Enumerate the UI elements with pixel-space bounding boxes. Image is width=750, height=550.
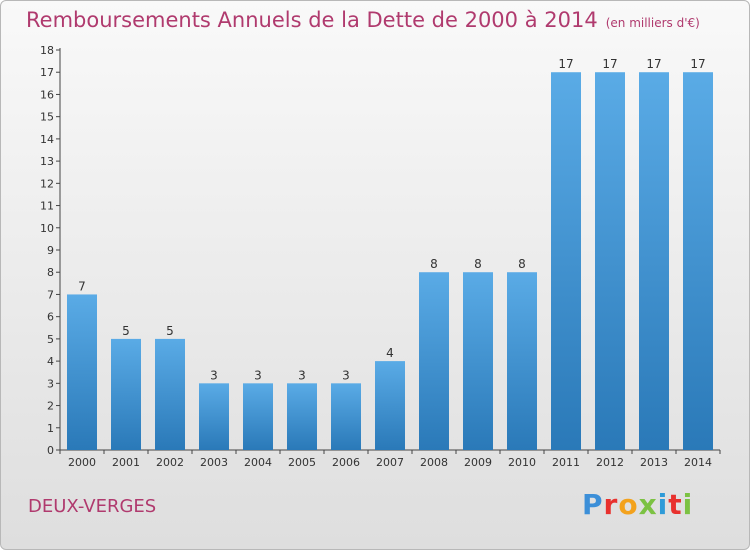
x-tick-label: 2003 xyxy=(200,456,228,469)
chart-title-text: Remboursements Annuels de la Dette de 20… xyxy=(26,8,598,32)
bar-2002 xyxy=(155,338,185,450)
bar-2000 xyxy=(67,294,97,450)
x-tick-label: 2011 xyxy=(552,456,580,469)
data-label-2009: 8 xyxy=(474,257,482,271)
y-tick-label: 6 xyxy=(47,311,54,324)
bar-2005 xyxy=(287,383,317,450)
bar-2009 xyxy=(463,272,493,450)
data-label-2013: 17 xyxy=(646,57,661,71)
y-tick-label: 8 xyxy=(47,266,54,279)
y-tick-label: 2 xyxy=(47,400,54,413)
y-tick-label: 18 xyxy=(40,44,54,57)
bar-2006 xyxy=(331,383,361,450)
y-tick-label: 17 xyxy=(40,66,54,79)
y-tick-label: 0 xyxy=(47,444,54,457)
x-tick-label: 2004 xyxy=(244,456,272,469)
logo-letter: t xyxy=(668,488,683,521)
logo-letter: i xyxy=(682,488,694,521)
x-tick-label: 2014 xyxy=(684,456,712,469)
bar-2004 xyxy=(243,383,273,450)
bar-2013 xyxy=(639,72,669,450)
logo-letter: x xyxy=(638,488,658,521)
x-tick-label: 2005 xyxy=(288,456,316,469)
bar-2012 xyxy=(595,72,625,450)
x-tick-label: 2008 xyxy=(420,456,448,469)
bar-2010 xyxy=(507,272,537,450)
proxiti-logo: Proxiti xyxy=(582,488,693,521)
y-tick-label: 9 xyxy=(47,244,54,257)
data-label-2002: 5 xyxy=(166,324,174,338)
chart-title: Remboursements Annuels de la Dette de 20… xyxy=(26,8,700,32)
commune-name: DEUX-VERGES xyxy=(28,496,157,517)
data-label-2003: 3 xyxy=(210,368,218,382)
bar-2003 xyxy=(199,383,229,450)
data-label-2001: 5 xyxy=(122,324,130,338)
y-tick-label: 10 xyxy=(40,222,54,235)
bar-2011 xyxy=(551,72,581,450)
chart-bars xyxy=(67,72,713,450)
y-tick-label: 12 xyxy=(40,177,54,190)
y-tick-label: 5 xyxy=(47,333,54,346)
x-tick-label: 2001 xyxy=(112,456,140,469)
x-tick-label: 2006 xyxy=(332,456,360,469)
x-tick-label: 2000 xyxy=(68,456,96,469)
logo-letter: r xyxy=(603,488,619,521)
x-tick-label: 2007 xyxy=(376,456,404,469)
y-tick-label: 13 xyxy=(40,155,54,168)
y-tick-label: 14 xyxy=(40,133,54,146)
x-tick-label: 2009 xyxy=(464,456,492,469)
bar-2001 xyxy=(111,338,141,450)
data-label-2010: 8 xyxy=(518,257,526,271)
y-tick-label: 4 xyxy=(47,355,54,368)
data-label-2000: 7 xyxy=(78,279,86,293)
data-label-2004: 3 xyxy=(254,368,262,382)
data-label-2011: 17 xyxy=(558,57,573,71)
y-tick-label: 11 xyxy=(40,200,54,213)
y-tick-label: 15 xyxy=(40,111,54,124)
y-tick-label: 1 xyxy=(47,422,54,435)
logo-letter: i xyxy=(657,488,669,521)
data-label-2005: 3 xyxy=(298,368,306,382)
y-tick-label: 3 xyxy=(47,377,54,390)
bar-2014 xyxy=(683,72,713,450)
chart-subtitle: (en milliers d'€) xyxy=(605,16,700,30)
bar-2008 xyxy=(419,272,449,450)
bar-2007 xyxy=(375,361,405,450)
data-label-2008: 8 xyxy=(430,257,438,271)
logo-letter: o xyxy=(618,488,639,521)
logo-letter: P xyxy=(582,488,604,521)
data-label-2014: 17 xyxy=(690,57,705,71)
chart-data-labels: 7 5 5 3 3 3 3 4 8 8 8 17 17 17 17 xyxy=(78,57,705,382)
x-tick-label: 2012 xyxy=(596,456,624,469)
data-label-2006: 3 xyxy=(342,368,350,382)
y-tick-label: 7 xyxy=(47,288,54,301)
x-tick-label: 2010 xyxy=(508,456,536,469)
y-tick-label: 16 xyxy=(40,88,54,101)
data-label-2007: 4 xyxy=(386,346,394,360)
data-label-2012: 17 xyxy=(602,57,617,71)
x-tick-label: 2013 xyxy=(640,456,668,469)
x-tick-label: 2002 xyxy=(156,456,184,469)
